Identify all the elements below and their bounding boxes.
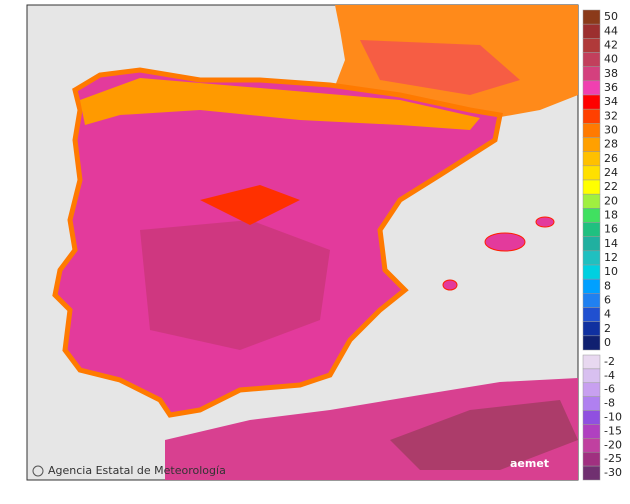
legend-label: 4 — [604, 308, 611, 321]
france-hot — [360, 40, 520, 95]
legend: 5044424038363432302826242220181614121086… — [582, 9, 622, 481]
legend-swatch — [582, 465, 601, 481]
legend-swatch — [582, 208, 601, 223]
legend-swatch — [582, 278, 601, 294]
legend-label: 38 — [604, 67, 618, 80]
north-coast — [80, 78, 480, 130]
legend-swatch — [582, 23, 601, 39]
legend-swatch — [582, 264, 601, 280]
legend-label: 34 — [604, 95, 618, 108]
africa-hot — [390, 400, 578, 470]
legend-label: 10 — [604, 265, 618, 278]
island — [535, 216, 555, 228]
legend-label: 14 — [604, 237, 618, 250]
legend-label: 32 — [604, 109, 618, 122]
legend-label: -10 — [604, 411, 622, 424]
legend-label: 12 — [604, 251, 618, 264]
legend-swatch — [582, 368, 601, 384]
copyright-icon — [32, 465, 44, 477]
legend-label: 20 — [604, 194, 618, 207]
logo: aemet — [510, 457, 549, 470]
legend-label: 44 — [604, 24, 618, 37]
legend-swatch — [582, 38, 601, 53]
legend-swatch — [582, 80, 601, 96]
legend-swatch — [582, 382, 601, 397]
legend-label: 40 — [604, 53, 618, 66]
legend-label: 6 — [604, 293, 611, 306]
legend-label: 24 — [604, 166, 618, 179]
legend-swatch — [582, 236, 601, 252]
legend-swatch — [582, 307, 601, 322]
legend-swatch — [582, 396, 601, 411]
legend-label: 8 — [604, 279, 611, 292]
legend-label: 50 — [604, 10, 618, 23]
legend-swatch — [582, 335, 601, 351]
legend-label: -15 — [604, 424, 622, 437]
legend-label: 30 — [604, 123, 618, 136]
island — [442, 279, 458, 291]
central-range — [200, 185, 300, 225]
legend-label: -8 — [604, 397, 615, 410]
legend-swatch — [582, 179, 601, 195]
legend-label: -4 — [604, 369, 615, 382]
legend-label: -6 — [604, 383, 615, 396]
legend-swatch — [582, 321, 601, 337]
legend-swatch — [582, 123, 601, 138]
legend-swatch — [582, 424, 601, 439]
legend-swatch — [582, 94, 601, 110]
legend-swatch — [582, 410, 601, 425]
legend-label: 26 — [604, 152, 618, 165]
legend-swatch — [582, 108, 601, 124]
legend-swatch — [582, 354, 601, 370]
legend-swatch — [582, 293, 601, 308]
legend-swatch — [582, 137, 601, 152]
legend-swatch — [582, 151, 601, 167]
legend-swatch — [582, 9, 601, 25]
legend-label: -20 — [604, 438, 622, 451]
legend-label: -2 — [604, 355, 615, 368]
legend-swatch — [582, 165, 601, 181]
legend-swatch — [582, 66, 601, 82]
legend-swatch — [582, 451, 601, 467]
legend-label: 36 — [604, 81, 618, 94]
legend-label: -30 — [604, 466, 622, 479]
legend-label: 22 — [604, 180, 618, 193]
legend-swatch — [582, 193, 601, 209]
credit: Agencia Estatal de Meteorología — [48, 464, 226, 477]
legend-label: 0 — [604, 336, 611, 349]
interior — [140, 220, 330, 350]
legend-swatch — [582, 52, 601, 67]
legend-label: 16 — [604, 223, 618, 236]
legend-label: 28 — [604, 138, 618, 151]
legend-swatch — [582, 438, 601, 453]
legend-label: 2 — [604, 322, 611, 335]
legend-swatch — [582, 222, 601, 237]
legend-label: -25 — [604, 452, 622, 465]
legend-label: 42 — [604, 38, 618, 51]
legend-label: 18 — [604, 208, 618, 221]
island — [484, 232, 526, 252]
legend-swatch — [582, 250, 601, 266]
